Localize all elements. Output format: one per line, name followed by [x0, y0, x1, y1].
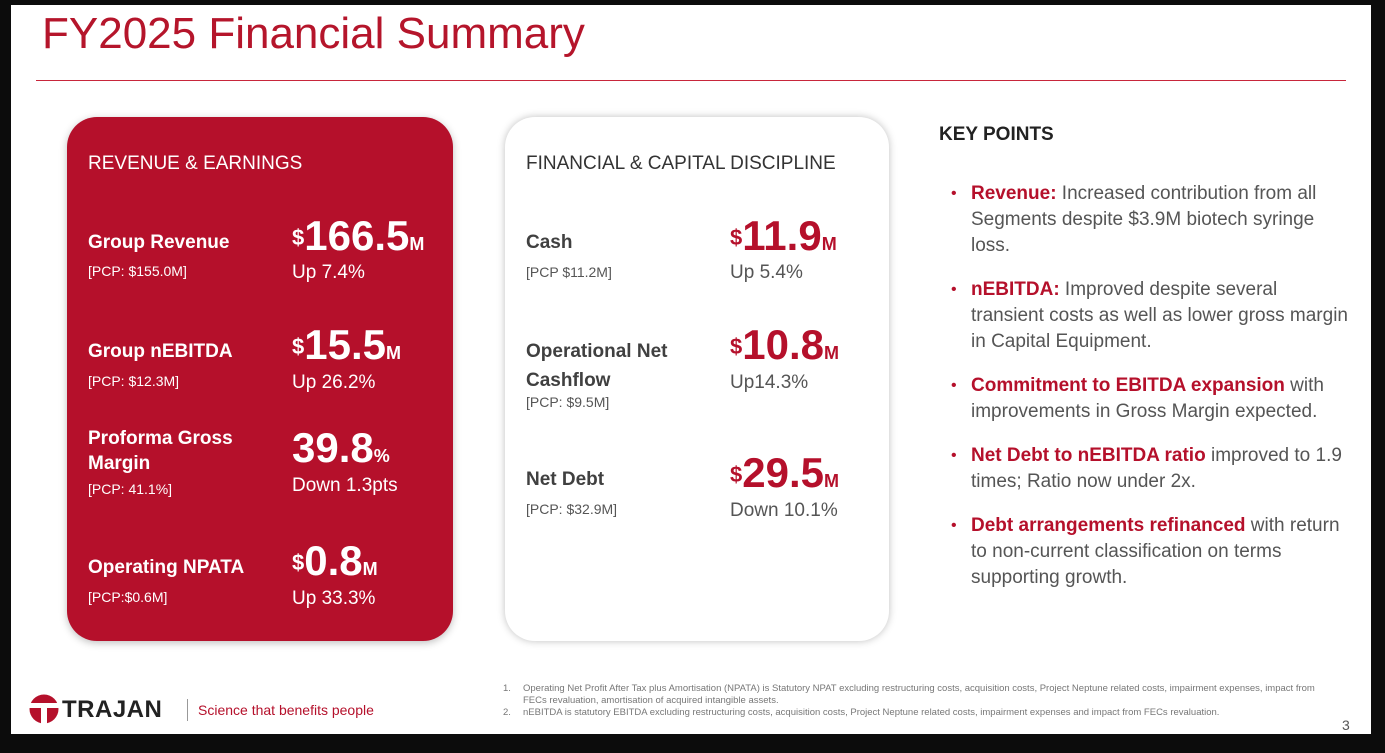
- logo-wordmark: TRAJAN: [62, 696, 163, 723]
- metric-label: Operational Net: [526, 341, 668, 362]
- metric-label: Margin: [88, 453, 151, 474]
- metric-label: Group Revenue: [88, 232, 230, 253]
- revenue-earnings-card: REVENUE & EARNINGS Group Revenue [PCP: $…: [67, 117, 453, 641]
- logo-separator: [187, 699, 188, 721]
- footnotes: 1. Operating Net Profit After Tax plus Am…: [503, 683, 1323, 719]
- bullet-icon: •: [951, 185, 957, 202]
- card-heading: FINANCIAL & CAPITAL DISCIPLINE: [526, 153, 836, 174]
- metric-pcp: [PCP: $155.0M]: [88, 263, 187, 279]
- bullet-icon: •: [951, 447, 957, 464]
- metric-pcp: [PCP: $12.3M]: [88, 373, 180, 389]
- bullet-icon: •: [951, 281, 957, 298]
- metric-value: $15.5M: [292, 321, 401, 368]
- trajan-logo: TRAJAN: [29, 694, 162, 726]
- metric-value: $0.8M: [292, 537, 378, 584]
- key-point-item: • Debt arrangements refinanced with retur…: [951, 515, 1340, 588]
- metric-value: $11.9M: [730, 212, 837, 259]
- key-points-title: KEY POINTS: [939, 124, 1054, 145]
- key-point-item: • Commitment to EBITDA expansion with imp…: [951, 375, 1324, 422]
- footnote: 2. nEBITDA is statutory EBITDA excluding …: [503, 707, 1220, 718]
- key-point-item: • Revenue: Increased contribution from al…: [951, 183, 1317, 256]
- metric-pcp: [PCP: $9.5M]: [526, 394, 610, 410]
- bullet-icon: •: [951, 517, 957, 534]
- page-title: FY2025 Financial Summary: [42, 9, 585, 58]
- tagline: Science that benefits people: [198, 702, 374, 718]
- metric-change: Up 26.2%: [292, 372, 376, 393]
- metric-change: Up14.3%: [730, 372, 809, 393]
- metric-change: Up 7.4%: [292, 262, 365, 283]
- trajan-logo-icon: [29, 694, 59, 724]
- card-heading: REVENUE & EARNINGS: [88, 153, 303, 174]
- metric-value: $166.5M: [292, 212, 425, 259]
- page-number: 3: [1342, 717, 1350, 733]
- metric-pcp: [PCP: 41.1%]: [88, 481, 173, 497]
- title-divider: [36, 80, 1346, 81]
- key-point-item: • nEBITDA: Improved despite several trans…: [951, 279, 1348, 352]
- metric-change: Down 1.3pts: [292, 475, 398, 496]
- metric-label: Cashflow: [526, 370, 611, 391]
- metric-value: 39.8%: [292, 424, 390, 471]
- metric-pcp: [PCP:$0.6M]: [88, 589, 168, 605]
- metric-label: Net Debt: [526, 469, 605, 490]
- metric-label: Group nEBITDA: [88, 341, 233, 362]
- bullet-icon: •: [951, 377, 957, 394]
- slide: FY2025 Financial Summary REVENUE & EARNI…: [11, 5, 1371, 734]
- key-points-list: • Revenue: Increased contribution from al…: [951, 181, 1351, 609]
- key-point-item: • Net Debt to nEBITDA ratio improved to 1…: [951, 445, 1342, 492]
- metric-change: Down 10.1%: [730, 500, 838, 521]
- metric-value: $10.8M: [730, 321, 839, 368]
- metric-value: $29.5M: [730, 449, 839, 496]
- metric-label: Cash: [526, 232, 573, 253]
- financial-capital-card: FINANCIAL & CAPITAL DISCIPLINE Cash [PCP…: [505, 117, 889, 641]
- footnote: 1. Operating Net Profit After Tax plus Am…: [503, 683, 1315, 706]
- metric-pcp: [PCP $11.2M]: [526, 264, 612, 280]
- metric-pcp: [PCP: $32.9M]: [526, 501, 618, 517]
- metric-change: Up 33.3%: [292, 588, 376, 609]
- metric-label: Operating NPATA: [88, 557, 245, 578]
- metric-change: Up 5.4%: [730, 262, 803, 283]
- metric-label: Proforma Gross: [88, 428, 233, 449]
